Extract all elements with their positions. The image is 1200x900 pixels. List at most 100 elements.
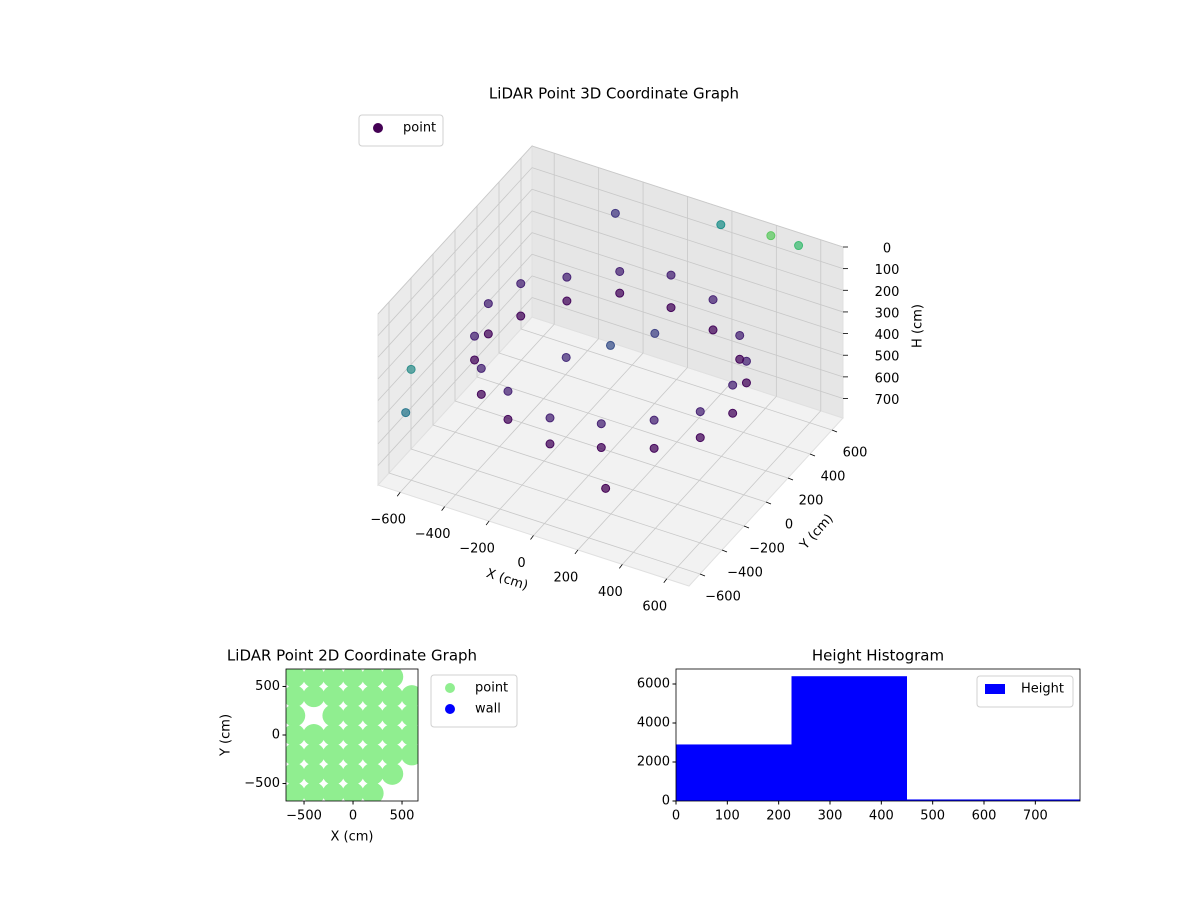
bar — [676, 744, 792, 801]
x-tick — [619, 564, 623, 569]
point — [650, 328, 660, 338]
point — [342, 685, 365, 708]
point — [503, 414, 513, 424]
y-tick-label: −400 — [727, 566, 763, 581]
point — [361, 704, 384, 727]
point — [708, 295, 718, 305]
point — [381, 762, 404, 785]
z-tick-label: 400 — [875, 328, 900, 343]
y-tick — [809, 453, 816, 457]
x-tick-label: 0 — [349, 809, 357, 824]
point — [322, 762, 345, 785]
point — [322, 782, 345, 801]
x-tick — [396, 491, 401, 497]
z-tick-label: 600 — [875, 371, 900, 386]
legend-marker — [445, 704, 455, 714]
legend-label: point — [475, 681, 508, 696]
point — [516, 279, 526, 289]
grid-line — [377, 189, 533, 358]
z-tick-label: 300 — [875, 306, 900, 321]
point — [562, 272, 572, 282]
y-tick — [831, 429, 838, 433]
z-tick-label: 200 — [875, 285, 900, 300]
y-tick-label: 600 — [843, 446, 868, 461]
point — [302, 762, 325, 785]
point — [503, 386, 513, 396]
point — [286, 724, 306, 746]
legend-marker — [445, 683, 455, 693]
point — [766, 231, 776, 241]
legend-patch — [985, 684, 1005, 694]
point — [361, 669, 384, 688]
point — [615, 266, 625, 276]
grid-line — [531, 167, 844, 270]
point — [794, 241, 804, 251]
point — [716, 220, 726, 230]
grid-line — [432, 424, 745, 527]
point — [470, 355, 480, 365]
x-tick — [441, 506, 445, 511]
point — [406, 364, 416, 374]
point — [302, 685, 325, 708]
y-tick-label: 500 — [255, 679, 280, 694]
point — [708, 325, 718, 335]
point — [361, 743, 384, 766]
grid-line — [531, 145, 844, 248]
grid-line — [377, 210, 533, 380]
point — [322, 669, 345, 688]
point — [381, 685, 404, 708]
legend-label: point — [403, 121, 436, 136]
point — [476, 363, 486, 373]
point — [302, 669, 325, 688]
point — [322, 724, 345, 746]
point — [596, 419, 606, 429]
x-tick-label: 0 — [672, 809, 680, 824]
point — [302, 743, 325, 766]
x-tick-label: 500 — [390, 809, 415, 824]
point — [302, 724, 325, 746]
x-axis-label: X (cm) — [331, 830, 374, 845]
point — [286, 669, 306, 688]
y-tick-label: 0 — [785, 518, 793, 533]
x-tick-label: 300 — [818, 809, 843, 824]
x-tick-label: 400 — [869, 809, 894, 824]
grid-line — [377, 145, 533, 315]
point — [400, 743, 418, 766]
grid-line — [531, 253, 844, 356]
x-tick — [485, 520, 490, 526]
grid-line — [476, 376, 789, 479]
point — [615, 288, 625, 298]
x-tick-label: 0 — [517, 556, 525, 571]
grid-line — [531, 210, 844, 313]
point — [470, 331, 480, 341]
point — [322, 685, 345, 708]
z-axis-label: H (cm) — [911, 304, 926, 348]
chart-title: LiDAR Point 3D Coordinate Graph — [489, 85, 739, 103]
point — [400, 704, 418, 727]
bar — [907, 799, 1080, 801]
point — [483, 329, 493, 339]
y-tick — [765, 501, 772, 505]
x-tick-label: 600 — [972, 809, 997, 824]
x-tick-label: 600 — [642, 599, 667, 614]
point — [695, 407, 705, 417]
point — [342, 782, 365, 801]
x-tick-label: 200 — [766, 809, 791, 824]
point — [342, 743, 365, 766]
x-tick-label: 500 — [920, 809, 945, 824]
point — [361, 782, 384, 801]
point — [286, 685, 306, 708]
grid-line — [377, 253, 533, 423]
point — [483, 299, 493, 309]
point — [342, 669, 365, 688]
y-tick-label: 400 — [821, 470, 846, 485]
point — [606, 340, 615, 350]
point — [381, 704, 404, 727]
point — [516, 311, 526, 321]
x-tick — [663, 578, 668, 584]
point — [361, 762, 384, 785]
y-tick-label: 2000 — [637, 755, 670, 770]
y-tick — [743, 525, 750, 529]
point — [342, 704, 365, 727]
point — [728, 380, 738, 390]
